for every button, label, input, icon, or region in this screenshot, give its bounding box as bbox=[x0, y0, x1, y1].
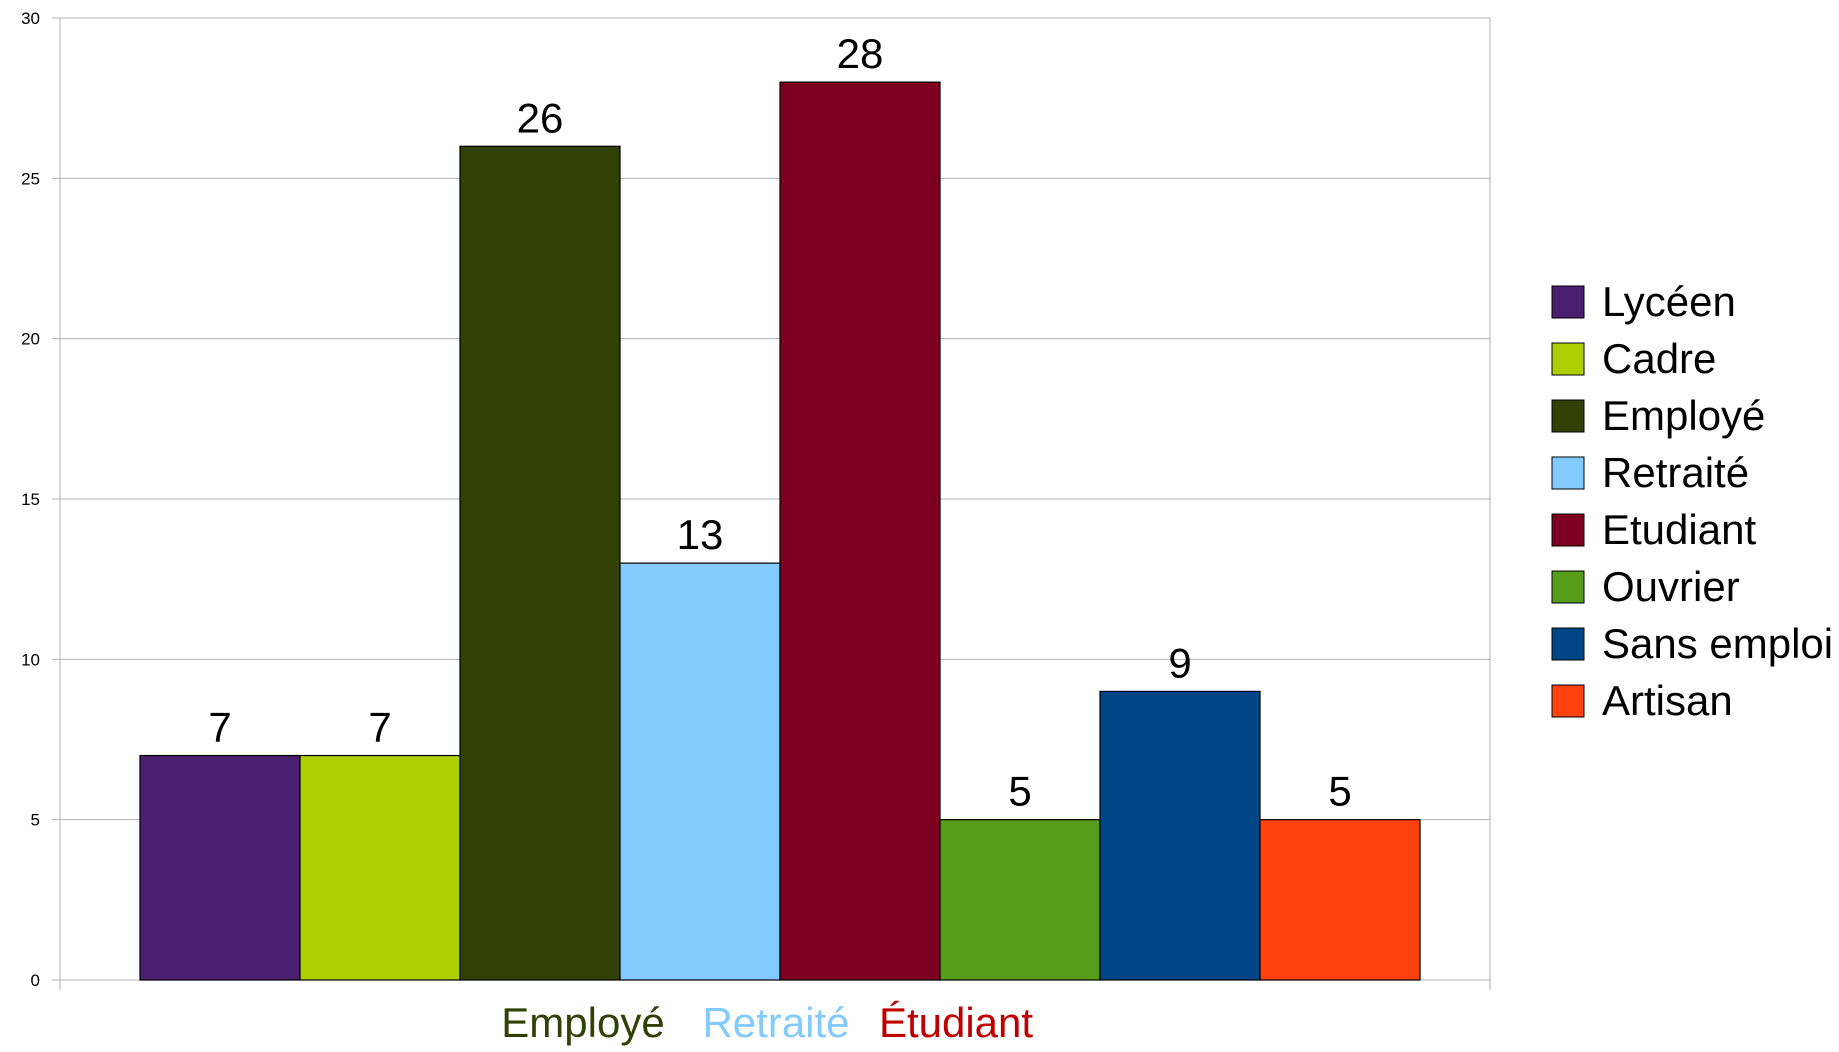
legend-entry: Retraité bbox=[1602, 449, 1749, 496]
y-tick-label: 25 bbox=[21, 169, 40, 188]
legend-swatch bbox=[1551, 684, 1585, 718]
bar-sans-emploi bbox=[1099, 690, 1261, 981]
bar-ouvrier bbox=[939, 819, 1101, 981]
bar-employé bbox=[459, 145, 621, 981]
legend-entry: Lycéen bbox=[1602, 278, 1736, 325]
legend-entry: Etudiant bbox=[1602, 506, 1756, 553]
legend-entry: Employé bbox=[1602, 392, 1765, 439]
annotation-label: Étudiant bbox=[879, 999, 1033, 1046]
annotation-label: Retraité bbox=[702, 999, 849, 1046]
annotation-label: Employé bbox=[501, 999, 664, 1046]
legend-swatch bbox=[1551, 399, 1585, 433]
y-tick-label: 15 bbox=[21, 490, 40, 509]
y-tick-label: 0 bbox=[31, 971, 40, 990]
legend-swatch bbox=[1551, 342, 1585, 376]
y-tick-label: 20 bbox=[21, 330, 40, 349]
data-labels-group: 7 7 26 13 28 5 9 5 bbox=[208, 30, 1351, 815]
bar-artisan bbox=[1259, 819, 1421, 981]
bar-cadre bbox=[299, 754, 461, 981]
legend-entry: Ouvrier bbox=[1602, 563, 1740, 610]
y-tick-label: 30 bbox=[21, 9, 40, 28]
legend-entry: Cadre bbox=[1602, 335, 1716, 382]
data-label: 9 bbox=[1168, 639, 1191, 686]
y-tick-label: 5 bbox=[31, 811, 40, 830]
legend-swatch bbox=[1551, 285, 1585, 319]
data-label: 7 bbox=[208, 704, 231, 751]
data-label: 7 bbox=[368, 704, 391, 751]
legend-swatch bbox=[1551, 456, 1585, 490]
data-label: 13 bbox=[677, 511, 724, 558]
legend-swatch bbox=[1551, 570, 1585, 604]
data-label: 5 bbox=[1328, 768, 1351, 815]
y-axis: 0 5 10 15 20 25 30 bbox=[21, 9, 40, 990]
annotations-group: Employé Retraité Étudiant bbox=[501, 999, 1033, 1046]
bar-retraité bbox=[619, 562, 781, 981]
legend: Lycéen Cadre Employé Retraité Etudiant Ouvrie… bbox=[1551, 278, 1833, 724]
data-label: 28 bbox=[837, 30, 884, 77]
legend-entry: Artisan bbox=[1602, 677, 1733, 724]
legend-swatch bbox=[1551, 627, 1585, 661]
bar-lycéen bbox=[139, 754, 301, 981]
bar-etudiant bbox=[779, 81, 941, 981]
y-tick-label: 10 bbox=[21, 650, 40, 669]
legend-swatch bbox=[1551, 513, 1585, 547]
data-label: 26 bbox=[517, 94, 564, 141]
data-label: 5 bbox=[1008, 768, 1031, 815]
bars-group bbox=[139, 81, 1421, 981]
legend-entry: Sans emploi bbox=[1602, 620, 1833, 667]
